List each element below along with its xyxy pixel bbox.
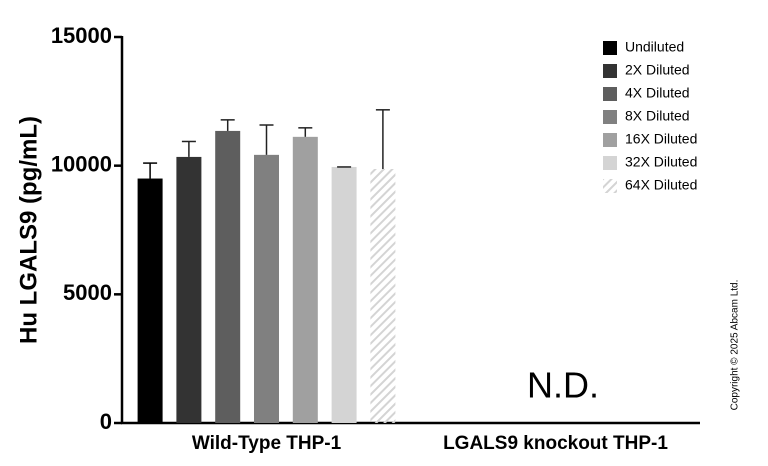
legend-label: 8X Diluted [625, 108, 690, 124]
y-tick-label: 0 [100, 409, 112, 434]
error-bar [298, 127, 313, 137]
error-bar [143, 162, 158, 179]
x-tick-label: LGALS9 knockout THP-1 [443, 433, 668, 454]
legend-swatch [603, 156, 617, 170]
legend-swatch [603, 133, 617, 147]
legend-swatch [603, 179, 617, 193]
y-tick-label: 5000 [63, 280, 112, 305]
error-bar [181, 140, 196, 157]
bar [176, 156, 202, 423]
y-axis-label: Hu LGALS9 (pg/mL) [15, 116, 42, 344]
bar [215, 130, 241, 423]
legend-swatch [603, 64, 617, 78]
error-bar [375, 109, 390, 170]
legend-label: 32X Diluted [625, 154, 697, 170]
legend-label: 4X Diluted [625, 85, 690, 101]
legend-label: 2X Diluted [625, 62, 690, 78]
y-tick-label: 15000 [51, 23, 112, 48]
legend-label: 16X Diluted [625, 131, 697, 147]
legend-swatch [603, 41, 617, 55]
legend-swatch [603, 110, 617, 124]
bar [331, 166, 357, 423]
error-bar [220, 119, 235, 131]
bar [292, 136, 318, 423]
legend-label: Undiluted [625, 39, 684, 55]
annotation: N.D. [527, 365, 599, 406]
copyright: Copyright © 2025 Abcam Ltd. [730, 280, 741, 411]
bar [137, 178, 163, 423]
bar [254, 154, 279, 423]
legend-label: 64X Diluted [625, 177, 697, 193]
legend-swatch [603, 87, 617, 101]
y-tick-label: 10000 [51, 151, 112, 176]
error-bar [259, 124, 274, 155]
bar [370, 169, 396, 423]
x-tick-label: Wild-Type THP-1 [192, 433, 342, 454]
